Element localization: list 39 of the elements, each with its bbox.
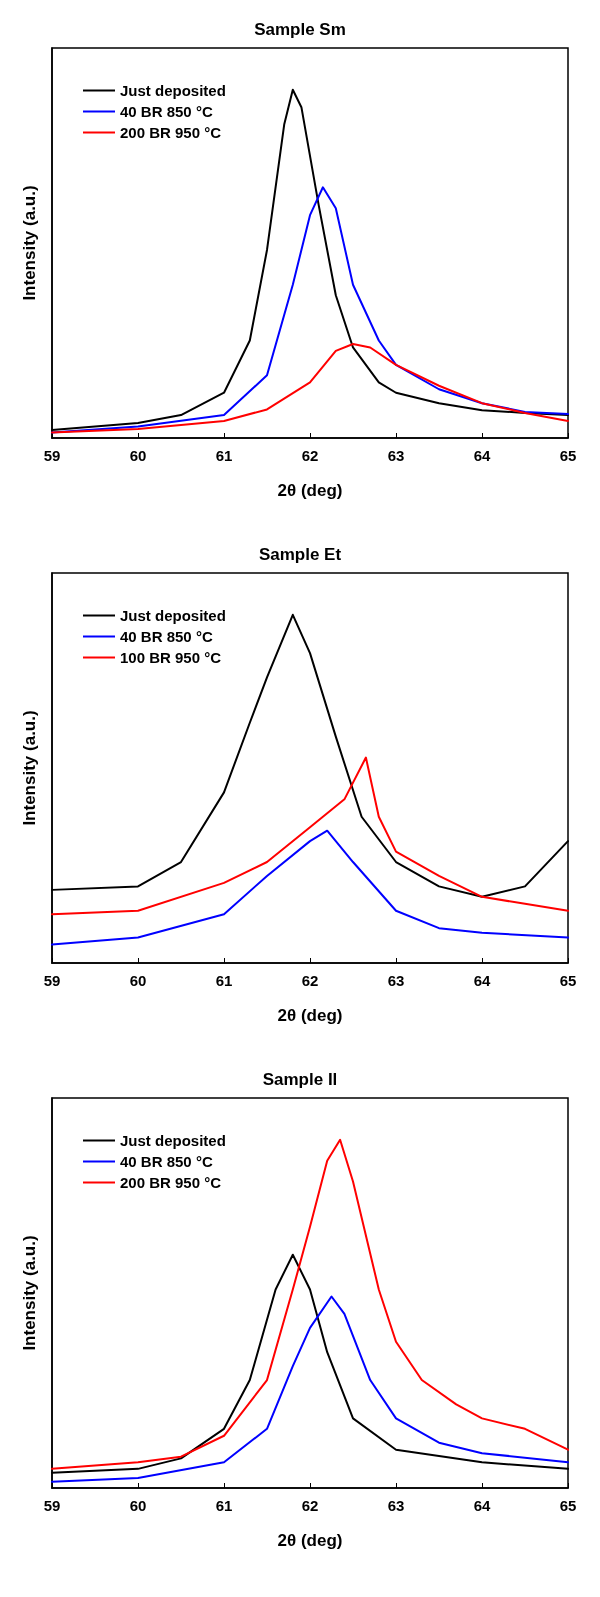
legend-label: Just deposited (120, 82, 226, 99)
legend-label: 200 BR 950 °C (120, 124, 222, 141)
legend-label: 100 BR 950 °C (120, 649, 222, 666)
y-axis-title: Intensity (a.u.) (20, 710, 39, 826)
legend-label: 40 BR 850 °C (120, 1153, 213, 1170)
chart-title: Sample Et (258, 545, 342, 564)
x-axis-title: 2θ (deg) (277, 1531, 343, 1550)
x-tick-label: 62 (301, 972, 319, 989)
x-tick-label: 59 (43, 447, 61, 464)
chart-title: Sample Sm (254, 20, 346, 39)
x-tick-label: 65 (559, 972, 577, 989)
x-tick-label: 61 (215, 972, 233, 989)
x-axis-title: 2θ (deg) (277, 481, 343, 500)
x-tick-label: 62 (301, 447, 319, 464)
x-tick-label: 63 (387, 1497, 405, 1514)
legend-label: 40 BR 850 °C (120, 628, 213, 645)
legend-label: 40 BR 850 °C (120, 103, 213, 120)
x-tick-label: 64 (473, 447, 491, 464)
x-tick-label: 59 (43, 1497, 61, 1514)
legend-label: 200 BR 950 °C (120, 1174, 222, 1191)
y-axis-title: Intensity (a.u.) (20, 1235, 39, 1351)
legend-label: Just deposited (120, 607, 226, 624)
x-tick-label: 63 (387, 972, 405, 989)
legend-label: Just deposited (120, 1132, 226, 1149)
x-tick-label: 60 (129, 1497, 147, 1514)
x-tick-label: 65 (559, 447, 577, 464)
x-tick-label: 61 (215, 447, 233, 464)
y-axis-title: Intensity (a.u.) (20, 185, 39, 301)
x-tick-label: 60 (129, 447, 147, 464)
x-tick-label: 59 (43, 972, 61, 989)
x-axis-title: 2θ (deg) (277, 1006, 343, 1025)
chart-title: Sample Il (262, 1070, 338, 1089)
x-tick-label: 63 (387, 447, 405, 464)
x-tick-label: 60 (129, 972, 147, 989)
x-tick-label: 65 (559, 1497, 577, 1514)
x-tick-label: 62 (301, 1497, 319, 1514)
x-tick-label: 61 (215, 1497, 233, 1514)
x-tick-label: 64 (473, 1497, 491, 1514)
x-tick-label: 64 (473, 972, 491, 989)
